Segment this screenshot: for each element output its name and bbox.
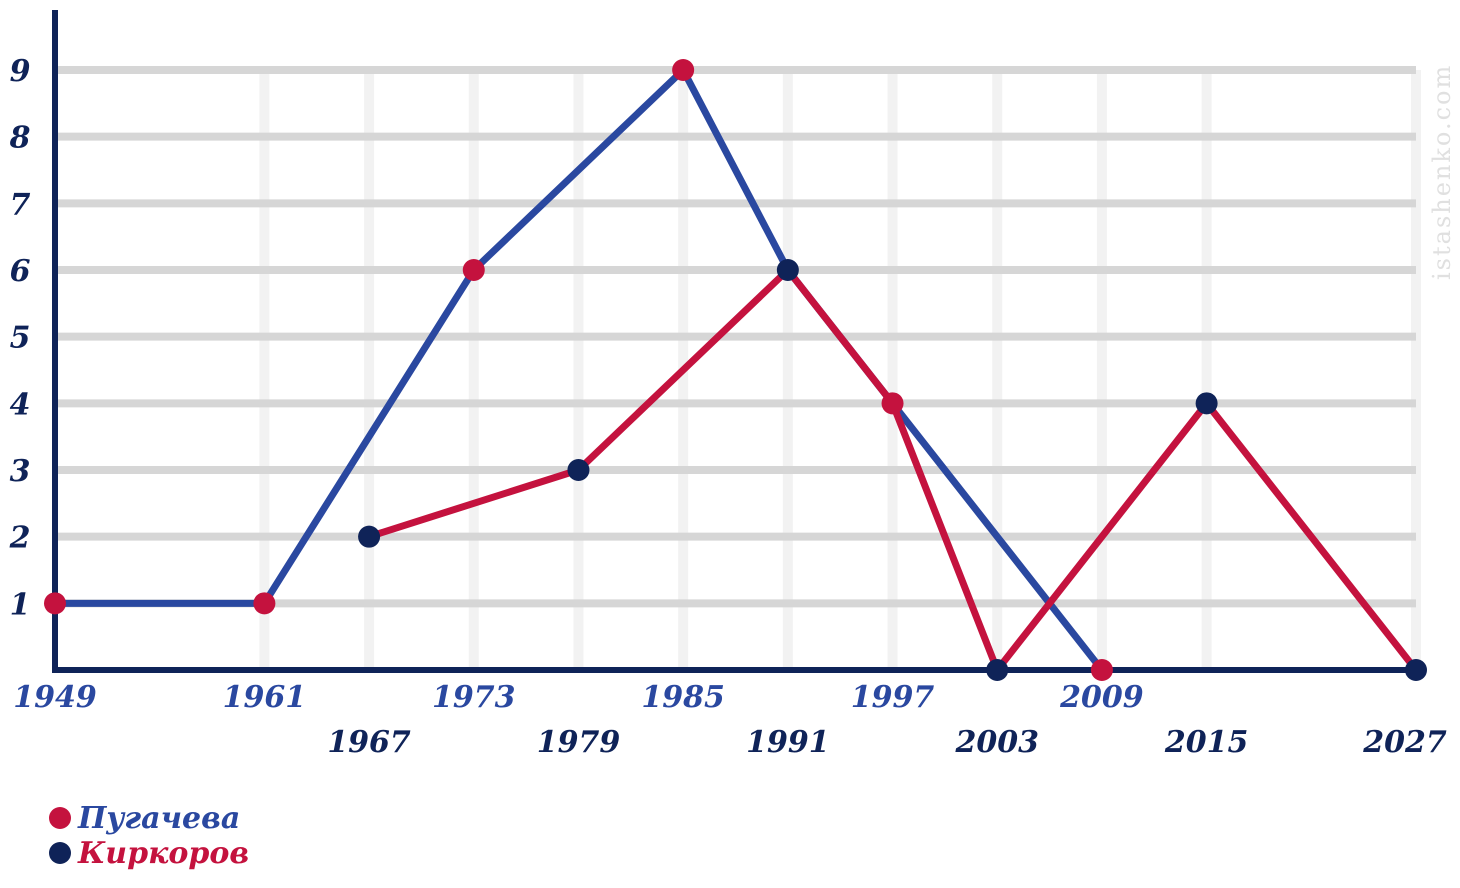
x-tick-2003: 2003: [954, 725, 1039, 760]
data-point-1979-3: [567, 459, 590, 481]
x-tick-1991: 1991: [746, 725, 830, 760]
y-tick-5: 5: [10, 321, 31, 356]
x-tick-2027: 2027: [1362, 725, 1447, 760]
legend-label-1: Пугачева: [77, 801, 240, 836]
data-point-1967-2: [358, 525, 381, 548]
x-tick-1979: 1979: [537, 725, 621, 760]
x-tick-1997: 1997: [851, 680, 935, 715]
x-tick-1985: 1985: [641, 680, 725, 715]
y-tick-7: 7: [10, 187, 31, 222]
y-tick-1: 1: [10, 587, 31, 622]
data-point-1997-4: [881, 392, 904, 415]
data-point-1991-6: [776, 259, 799, 281]
y-tick-8: 8: [9, 121, 31, 156]
x-tick-1961: 1961: [223, 680, 307, 715]
y-tick-9: 9: [10, 54, 31, 89]
y-tick-2: 2: [9, 521, 31, 556]
data-point-2027-0: [1405, 659, 1427, 681]
data-point-1985-9: [672, 59, 695, 81]
data-point-1973-6: [462, 259, 485, 281]
axes: [52, 10, 1416, 673]
x-tick-1949: 1949: [13, 680, 97, 715]
series-line-1: [51, 66, 1106, 674]
y-tick-3: 3: [10, 454, 31, 489]
series-lines: [51, 66, 1420, 674]
legend-label-2: Киркоров: [77, 836, 249, 871]
data-point-1961-1: [253, 592, 276, 615]
y-tick-6: 6: [10, 254, 31, 289]
x-tick-labels: 1949 1961 1973 1985 1997 2009 1967 1979 1991 2003…: [13, 680, 1447, 760]
x-tick-2015: 2015: [1164, 725, 1249, 760]
data-point-2003-0: [986, 659, 1009, 681]
data-point-1949-1: [44, 592, 66, 615]
legend-marker-2: [49, 842, 71, 864]
watermark: istashenko.com: [1428, 64, 1456, 280]
data-point-2015-4: [1195, 392, 1218, 415]
data-markers: [44, 59, 1427, 681]
x-tick-1967: 1967: [327, 725, 411, 760]
data-point-2009-0: [1090, 659, 1113, 681]
vertical-guides: [259, 70, 1421, 670]
legend-marker-1: [49, 807, 71, 829]
y-tick-4: 4: [10, 387, 31, 422]
x-tick-1973: 1973: [432, 680, 516, 715]
x-tick-2009: 2009: [1059, 680, 1144, 715]
y-tick-labels: 1 2 3 4 5 6 7 8 9: [9, 54, 31, 622]
horizontal-gridlines: [55, 66, 1416, 608]
